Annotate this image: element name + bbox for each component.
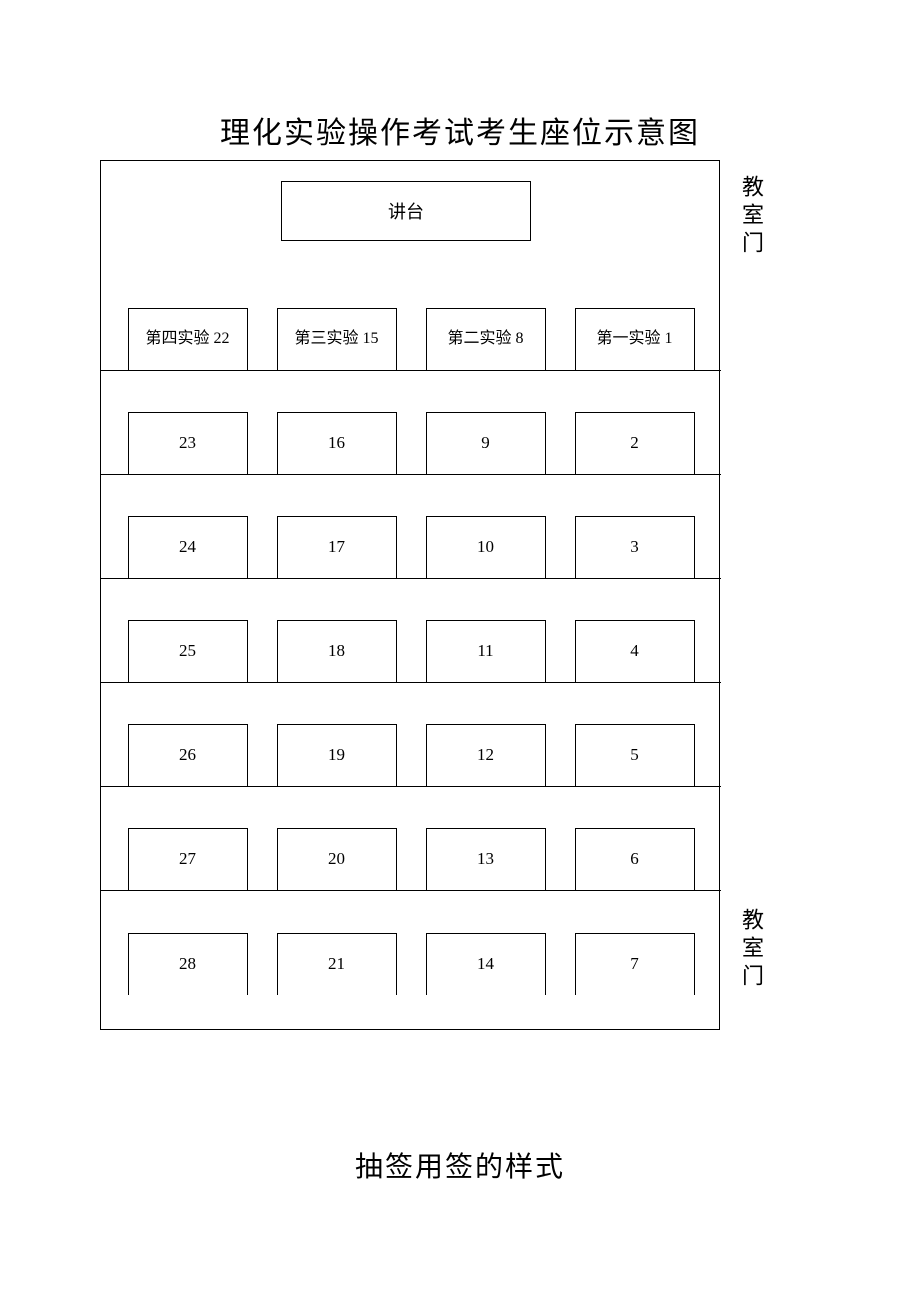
seat-number: 23 [179,432,196,454]
seat-number: 28 [179,953,196,975]
seat-cell: 17 [277,516,397,578]
seat-cell: 18 [277,620,397,682]
col-header-2: 第二实验 8 [426,308,546,370]
seat-number: 6 [630,848,639,870]
seat-cell: 12 [426,724,546,786]
col-header-4: 第四实验 22 [128,308,248,370]
seat-row: 24 17 10 3 [101,475,721,579]
seat-row: 23 16 9 2 [101,371,721,475]
seat-cell: 19 [277,724,397,786]
seat-cell: 26 [128,724,248,786]
seat-number: 19 [328,744,345,766]
seat-row-header: 第四实验 22 第三实验 15 第二实验 8 第一实验 1 [101,267,721,371]
seat-number: 13 [477,848,494,870]
seat-number: 2 [630,432,639,454]
seat-number: 17 [328,536,345,558]
seat-cell: 7 [575,933,695,995]
col-header-1: 第一实验 1 [575,308,695,370]
seat-cell: 24 [128,516,248,578]
seat-cell: 21 [277,933,397,995]
seat-number: 10 [477,536,494,558]
seat-cell: 5 [575,724,695,786]
seat-cell: 6 [575,828,695,890]
seat-cell: 10 [426,516,546,578]
seat-number: 18 [328,640,345,662]
seat-number: 26 [179,744,196,766]
seat-cell: 13 [426,828,546,890]
seat-row: 25 18 11 4 [101,579,721,683]
seat-cell: 2 [575,412,695,474]
seat-number: 14 [477,953,494,975]
seat-number: 12 [477,744,494,766]
seat-number: 16 [328,432,345,454]
seat-number: 24 [179,536,196,558]
podium-box: 讲台 [281,181,531,241]
page-title: 理化实验操作考试考生座位示意图 [0,108,920,152]
seat-cell: 28 [128,933,248,995]
door-label-bottom: 教室门 [735,908,767,992]
seat-number: 21 [328,953,345,975]
seat-cell: 9 [426,412,546,474]
seat-row: 27 20 13 6 [101,787,721,891]
seat-cell: 27 [128,828,248,890]
section-subtitle: 抽签用签的样式 [0,1145,920,1185]
seat-number: 4 [630,640,639,662]
classroom-outline: 讲台 第四实验 22 第三实验 15 第二实验 8 第一实验 1 23 16 9… [100,160,720,1030]
seat-number: 11 [477,640,493,662]
seat-cell: 3 [575,516,695,578]
col-header-3: 第三实验 15 [277,308,397,370]
seat-cell: 16 [277,412,397,474]
seat-cell: 23 [128,412,248,474]
seat-number: 27 [179,848,196,870]
seat-number: 5 [630,744,639,766]
seat-cell: 11 [426,620,546,682]
seat-row: 26 19 12 5 [101,683,721,787]
seat-number: 3 [630,536,639,558]
seat-number: 25 [179,640,196,662]
seat-row: 28 21 14 7 [101,891,721,995]
seat-cell: 25 [128,620,248,682]
seat-cell: 4 [575,620,695,682]
seat-cell: 20 [277,828,397,890]
seat-number: 7 [630,953,639,975]
door-label-top: 教室门 [735,175,767,259]
seat-number: 20 [328,848,345,870]
seat-cell: 14 [426,933,546,995]
seat-grid: 第四实验 22 第三实验 15 第二实验 8 第一实验 1 23 16 9 2 … [101,267,721,995]
seat-number: 9 [481,432,490,454]
